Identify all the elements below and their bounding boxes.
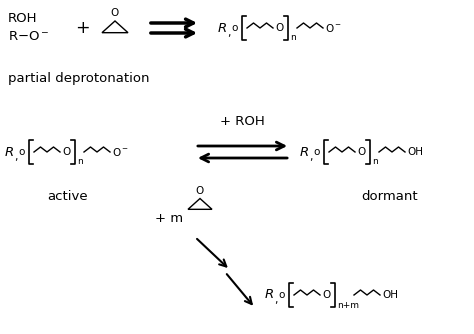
Text: active: active <box>48 190 88 203</box>
Text: O$^-$: O$^-$ <box>112 146 129 158</box>
Text: o: o <box>18 147 24 157</box>
Text: O: O <box>322 290 330 300</box>
Text: o: o <box>278 290 284 300</box>
Text: ,: , <box>274 295 277 305</box>
Text: O: O <box>357 147 365 157</box>
Text: n+m: n+m <box>337 301 359 310</box>
Text: partial deprotonation: partial deprotonation <box>8 72 149 85</box>
Text: ,: , <box>309 152 312 162</box>
Text: O: O <box>275 23 283 33</box>
Text: ,: , <box>227 28 230 38</box>
Text: R: R <box>5 146 14 159</box>
Text: OH: OH <box>407 147 423 157</box>
Text: dormant: dormant <box>362 190 419 203</box>
Text: O: O <box>111 8 119 18</box>
Text: R: R <box>265 289 274 302</box>
Text: n: n <box>290 33 296 42</box>
Text: +: + <box>75 19 89 37</box>
Text: ROH: ROH <box>8 12 37 25</box>
Text: R$-$O$^-$: R$-$O$^-$ <box>8 30 49 43</box>
Text: o: o <box>313 147 319 157</box>
Text: n: n <box>372 158 378 167</box>
Text: R: R <box>218 21 227 34</box>
Text: O: O <box>196 185 204 195</box>
Text: n: n <box>77 158 83 167</box>
Text: + ROH: + ROH <box>219 115 264 128</box>
Text: R: R <box>300 146 309 159</box>
Text: O$^-$: O$^-$ <box>325 22 342 34</box>
Text: + m: + m <box>155 211 183 224</box>
Text: OH: OH <box>382 290 398 300</box>
Text: ,: , <box>14 152 18 162</box>
Text: o: o <box>231 23 237 33</box>
Text: O: O <box>62 147 70 157</box>
